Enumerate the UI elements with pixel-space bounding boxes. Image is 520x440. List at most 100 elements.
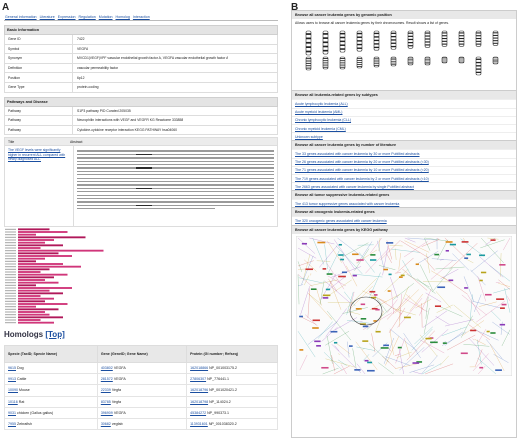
- geneid-link[interactable]: 281572: [100, 377, 113, 382]
- pathway-edge: [417, 250, 439, 264]
- pathway-edge: [327, 276, 346, 291]
- chromosome-band: [425, 41, 430, 43]
- top-link[interactable]: [Top]: [45, 330, 65, 339]
- taxid-link[interactable]: 9615: [8, 366, 16, 371]
- gi-link[interactable]: 162018796: [190, 388, 209, 393]
- gi-link[interactable]: 162018798: [190, 399, 209, 404]
- pathway-node: [383, 344, 389, 346]
- pathway-node: [330, 330, 338, 333]
- tab-general-information[interactable]: General information: [5, 15, 37, 19]
- subtype-link[interactable]: Chronic myeloid leukemia (CML): [292, 123, 516, 132]
- pathway-node: [466, 253, 471, 255]
- tab-expression[interactable]: Expression: [57, 15, 76, 19]
- chromosome-band: [425, 38, 430, 40]
- pathway-node: [470, 329, 477, 331]
- taxid-link[interactable]: 10090: [8, 388, 18, 393]
- pathway-edge: [324, 280, 352, 304]
- pathway-edge: [430, 260, 453, 280]
- pathway-node: [338, 253, 344, 256]
- taxid-link[interactable]: 9913: [8, 377, 16, 382]
- chromosome-band: [323, 62, 328, 64]
- chromosome-band: [408, 63, 413, 65]
- pathway-edge: [369, 343, 390, 363]
- pathway-node: [312, 326, 319, 329]
- gi-link[interactable]: 27806307: [190, 377, 207, 382]
- kegg-pathway-map[interactable]: [295, 235, 513, 377]
- homolog-row: 9031 chicken (Gallus gallus) 396909 VEGFA…: [4, 406, 278, 419]
- pathway-node: [362, 339, 369, 342]
- pathway-node: [314, 340, 321, 342]
- geneid-link[interactable]: 403802: [100, 366, 113, 371]
- chromosome-band: [374, 33, 379, 35]
- pathway-edge: [431, 270, 448, 281]
- pathway-key: Pathway: [5, 106, 73, 116]
- tab-homolog[interactable]: Homolog: [115, 15, 130, 19]
- pathway-edge: [337, 237, 361, 256]
- pathway-edge: [476, 300, 506, 322]
- geneid-link[interactable]: 396909: [100, 410, 113, 415]
- tissue-label-placeholder: [5, 284, 16, 286]
- karyogram[interactable]: [300, 29, 510, 81]
- pathway-node: [322, 296, 329, 299]
- pathway-edge: [326, 262, 345, 289]
- pathway-edge: [375, 310, 384, 331]
- info-value: 6p12: [77, 75, 85, 80]
- literature-link[interactable]: The 71 genes associated with cancer leuk…: [292, 165, 516, 174]
- chromosome-band: [340, 41, 345, 43]
- info-row: Definition vascular permeability factor: [4, 63, 278, 74]
- expression-bar-chart: [5, 228, 104, 324]
- literature-link[interactable]: The 719 genes associated with cancer leu…: [292, 173, 516, 182]
- chromosome-band: [306, 37, 311, 40]
- chromosome-band: [340, 33, 345, 35]
- literature-link[interactable]: The 26 genes associated with cancer leuk…: [292, 157, 516, 166]
- suppressor-link[interactable]: The 413 tumor suppressive genes associat…: [292, 199, 516, 207]
- pathway-edge: [309, 279, 339, 286]
- species-cell: 10090 Mouse: [4, 384, 98, 397]
- taxid-link[interactable]: 9031: [8, 410, 16, 415]
- tissue-label-placeholder: [5, 234, 16, 236]
- tissue-label-placeholder: [5, 306, 16, 308]
- pathway-node: [362, 325, 369, 327]
- tab-regulation[interactable]: Regulation: [78, 15, 96, 19]
- tissue-label-placeholder: [5, 308, 16, 310]
- expression-bar: [18, 228, 50, 231]
- geneid-link[interactable]: 30682: [100, 422, 111, 427]
- tab-interaction[interactable]: Interaction: [132, 15, 150, 19]
- taxid-link[interactable]: 10116: [8, 399, 18, 404]
- abstract-title-link[interactable]: The VEGF levels were significantly highe…: [5, 146, 74, 227]
- pathway-edge: [467, 294, 481, 316]
- gene-name: Vegfa: [111, 399, 122, 404]
- tab-mutation[interactable]: Mutation: [98, 15, 113, 19]
- chromosome-band: [391, 59, 396, 61]
- subtype-link[interactable]: Chronic lymphocytic leukemia (CLL): [292, 115, 516, 124]
- expression-bar: [18, 321, 54, 324]
- gi-link[interactable]: 45384272: [190, 410, 207, 415]
- subtype-link[interactable]: Acute myeloid leukemia (AML): [292, 107, 516, 116]
- geneid-link[interactable]: 22339: [100, 388, 111, 393]
- pathway-edge: [409, 293, 423, 311]
- literature-link[interactable]: The 33 genes associated with cancer leuk…: [292, 149, 516, 157]
- geneid-link[interactable]: 83785: [100, 399, 111, 404]
- pathway-edge: [398, 252, 401, 270]
- pathway-cluster: [349, 296, 383, 325]
- gi-link[interactable]: 162018866: [190, 366, 209, 371]
- chromosome-band: [459, 38, 464, 40]
- chromosome-band: [374, 61, 379, 63]
- subtype-link[interactable]: Unknown subtype: [292, 132, 516, 140]
- abstract-row: The VEGF levels were significantly highe…: [4, 146, 278, 228]
- tab-literature[interactable]: Literature: [39, 15, 55, 19]
- species-name: chicken (Gallus gallus): [17, 410, 54, 415]
- expression-bar: [18, 233, 36, 236]
- literature-link[interactable]: The 2663 genes associated with cancer le…: [292, 182, 516, 190]
- pathway-edge: [472, 338, 475, 340]
- expression-bar: [18, 244, 63, 247]
- pathway-edge: [421, 355, 438, 374]
- taxid-link[interactable]: 7955: [8, 422, 16, 427]
- oncogenic-link[interactable]: The 320 oncogenic genes associated with …: [292, 216, 516, 224]
- pathway-edge: [493, 287, 511, 293]
- gi-link[interactable]: 113931601: [190, 422, 208, 427]
- pathway-edge: [304, 275, 310, 285]
- pathway-edge: [369, 294, 400, 310]
- subtype-link[interactable]: Acute lymphocytic leukemia (ALL): [292, 99, 516, 107]
- pathway-edge: [297, 330, 316, 357]
